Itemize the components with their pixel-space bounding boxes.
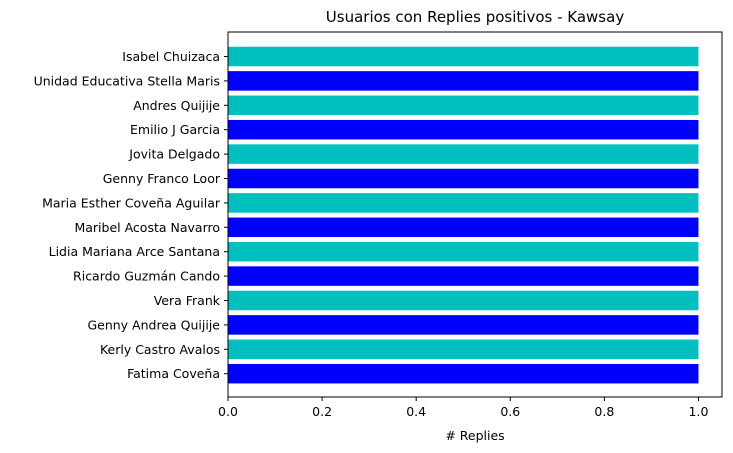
bar xyxy=(228,168,699,189)
x-tick-label: 0.4 xyxy=(406,404,426,419)
y-tick-label: Maribel Acosta Navarro xyxy=(74,220,220,235)
y-axis-ticks: Isabel Chuizaca Unidad Educativa Stella M… xyxy=(34,49,228,381)
bar xyxy=(228,290,699,311)
y-tick-label: Kerly Castro Avalos xyxy=(100,342,220,357)
x-tick-label: 0.6 xyxy=(500,404,520,419)
bar xyxy=(228,217,699,238)
y-tick-label: Genny Franco Loor xyxy=(103,171,221,186)
y-tick-label: Jovita Delgado xyxy=(128,147,220,162)
bar xyxy=(228,241,699,262)
y-tick-label: Emilio J Garcia xyxy=(130,122,220,137)
bar xyxy=(228,363,699,384)
x-axis-ticks: 0.0 0.2 0.4 0.6 0.8 1.0 xyxy=(218,397,708,419)
x-tick-label: 0.8 xyxy=(594,404,614,419)
y-tick-label: Andres Quijije xyxy=(133,98,220,113)
x-axis-label: # Replies xyxy=(445,428,504,443)
y-tick-label: Unidad Educativa Stella Maris xyxy=(34,73,220,88)
y-tick-label: Genny Andrea Quijije xyxy=(87,317,220,332)
bar xyxy=(228,95,699,116)
plot-frame xyxy=(227,31,723,398)
x-tick-label: 1.0 xyxy=(689,404,709,419)
bar xyxy=(228,315,699,335)
bar xyxy=(228,339,699,360)
bar xyxy=(228,119,699,140)
x-tick-label: 0.2 xyxy=(312,404,332,419)
y-tick-label: Maria Esther Coveña Aguilar xyxy=(42,195,221,210)
bar xyxy=(228,71,699,91)
bar xyxy=(228,46,699,67)
chart-title: Usuarios con Replies positivos - Kawsay xyxy=(326,8,625,26)
bar xyxy=(228,144,699,164)
y-tick-label: Lidia Mariana Arce Santana xyxy=(49,244,220,259)
x-tick-label: 0.0 xyxy=(218,404,238,419)
y-tick-label: Fatima Coveña xyxy=(127,366,220,381)
y-tick-label: Ricardo Guzmán Cando xyxy=(73,269,220,284)
bar xyxy=(228,193,699,213)
y-tick-label: Isabel Chuizaca xyxy=(122,49,220,64)
bar xyxy=(228,266,699,286)
y-tick-label: Vera Frank xyxy=(154,293,221,308)
bars-layer xyxy=(228,46,699,384)
